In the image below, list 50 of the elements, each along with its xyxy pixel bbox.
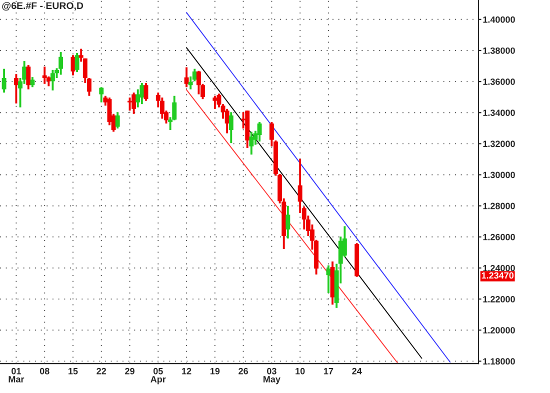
y-tick-label: 1.34000 bbox=[483, 110, 515, 116]
candlestick bbox=[58, 51, 64, 76]
candlestick bbox=[42, 66, 47, 85]
y-tick-label: 1.22000 bbox=[483, 296, 515, 302]
x-tick-label: 19 bbox=[210, 368, 220, 374]
x-tick-label: 15 bbox=[68, 368, 78, 374]
y-tick-label: 1.36000 bbox=[483, 78, 515, 85]
candlestick bbox=[286, 204, 290, 240]
candlestick bbox=[160, 96, 164, 120]
y-tick-label: 1.32000 bbox=[483, 140, 515, 148]
x-tick-label: 22 bbox=[96, 368, 106, 374]
candlestick bbox=[249, 130, 254, 156]
candlestick bbox=[115, 111, 120, 130]
y-tick-label: 1.20000 bbox=[483, 327, 515, 334]
y-tick-label: 1.28000 bbox=[483, 202, 515, 210]
x-tick-label: 05 Apr bbox=[150, 368, 166, 384]
x-tick-label: 17 bbox=[324, 368, 334, 374]
candlestick bbox=[228, 111, 234, 144]
candlestick bbox=[257, 120, 262, 142]
candlestick bbox=[99, 86, 104, 104]
candlestick bbox=[14, 73, 18, 104]
x-tick-label: 08 bbox=[40, 368, 50, 374]
candlestick bbox=[196, 70, 201, 96]
candlestick bbox=[26, 64, 31, 90]
candlestick bbox=[144, 82, 148, 102]
candlestick bbox=[184, 66, 189, 88]
x-tick-label: 26 bbox=[238, 368, 248, 374]
y-tick-label: 1.18000 bbox=[483, 358, 515, 365]
y-tick-label: 1.24000 bbox=[483, 264, 515, 272]
x-tick-label: 03 May bbox=[264, 368, 280, 384]
x-tick-label: 29 bbox=[125, 368, 134, 374]
x-tick-label: 24 bbox=[352, 368, 362, 374]
x-tick-label: 12 bbox=[182, 368, 192, 374]
y-tick-label: 1.30000 bbox=[483, 172, 515, 178]
candlestick bbox=[224, 108, 230, 134]
candlestick bbox=[132, 92, 136, 115]
candlestick bbox=[326, 264, 331, 294]
x-tick-label: 01 Mar bbox=[8, 368, 24, 382]
chart-title: @6E.#F - EURO,D bbox=[2, 2, 84, 11]
candlestick bbox=[30, 76, 35, 88]
candlestick bbox=[212, 94, 218, 110]
candlestick bbox=[74, 52, 80, 74]
candlestick bbox=[140, 82, 144, 106]
x-tick-label: 10 bbox=[296, 368, 305, 374]
y-tick-label: 1.40000 bbox=[483, 16, 515, 23]
y-tick-label: 1.38000 bbox=[483, 47, 515, 54]
y-tick-label: 1.26000 bbox=[483, 234, 515, 240]
text: 1.23470 bbox=[482, 272, 514, 279]
candlestick bbox=[50, 68, 55, 92]
candlestick bbox=[188, 75, 193, 90]
